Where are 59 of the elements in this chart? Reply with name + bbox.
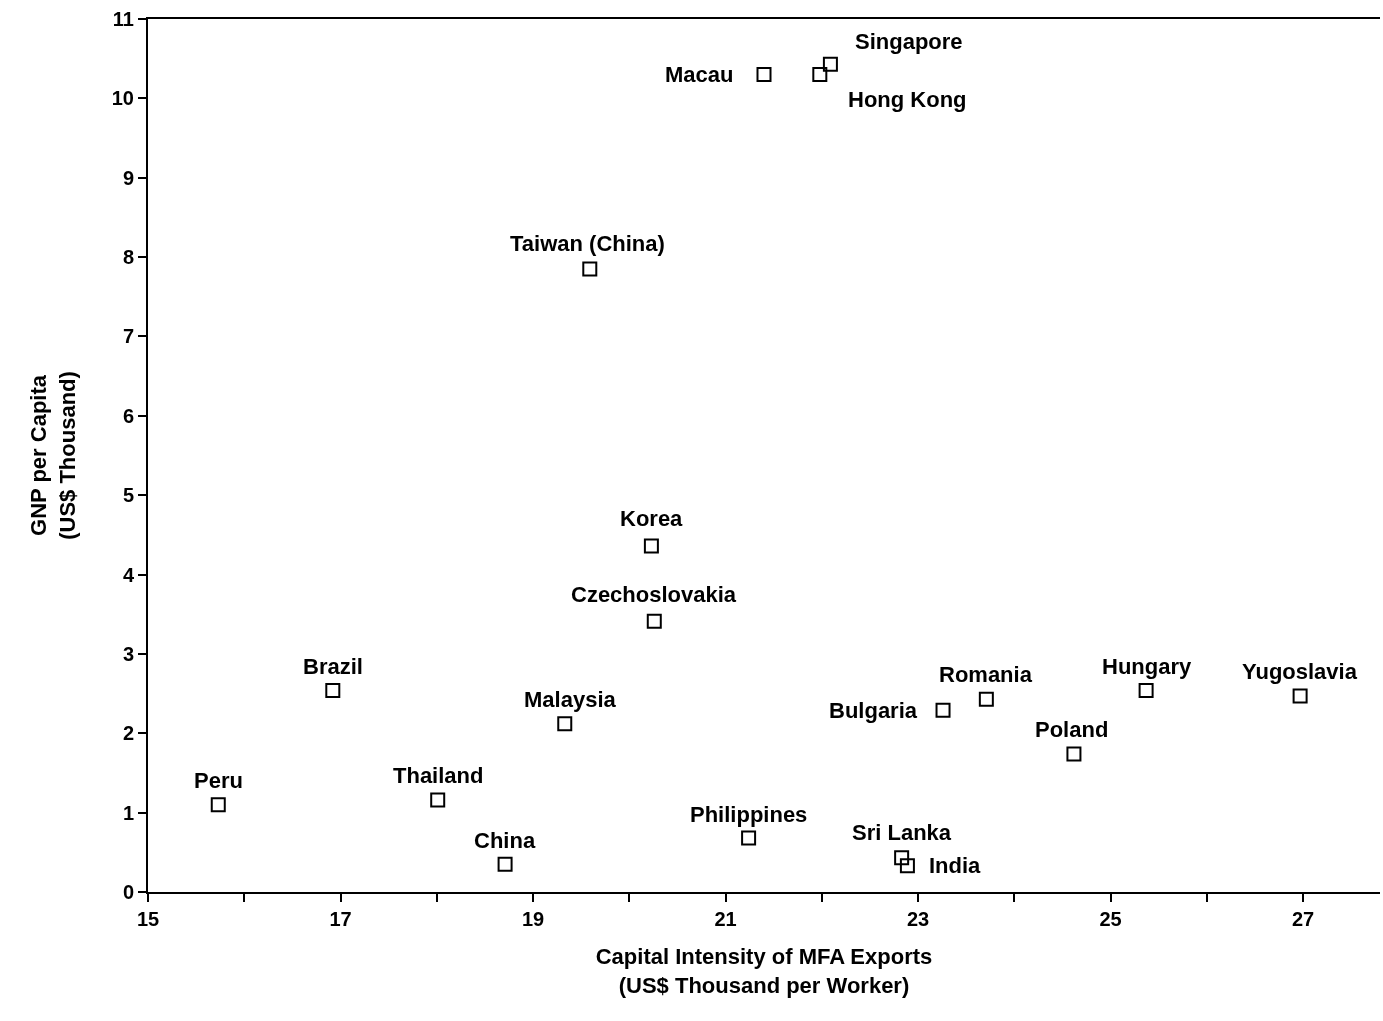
point (325, 682, 341, 698)
annotation: Singapore (855, 29, 963, 54)
annotation: Malaysia (524, 687, 617, 712)
point (1292, 688, 1308, 704)
point (430, 792, 446, 808)
x-tick-label: 23 (906, 908, 930, 930)
point (935, 702, 951, 718)
annotation: Taiwan (China) (510, 231, 665, 256)
point (582, 261, 598, 277)
annotation: China (474, 828, 536, 853)
y-tick-label: 2 (122, 722, 134, 745)
x-tick-label: 17 (329, 908, 352, 930)
x-tick-label: 19 (521, 908, 545, 930)
point (812, 67, 828, 83)
y-tick-label: 9 (122, 166, 134, 189)
y-tick-label: 8 (122, 246, 134, 269)
point (822, 56, 838, 72)
x-tick-label: 25 (1099, 908, 1122, 930)
y-tick-label: 6 (122, 404, 134, 427)
point (646, 613, 662, 629)
point (643, 538, 659, 554)
point (741, 830, 757, 846)
annotation: Sri Lanka (852, 820, 952, 845)
x-axis-title: Capital Intensity of MFA Exports (US$ Thousand per Worker) (595, 944, 933, 998)
x-tick-label: 21 (714, 908, 737, 930)
point (899, 858, 915, 874)
x-tick-label: 15 (136, 908, 160, 930)
annotation: Philippines (690, 802, 808, 827)
annotation: Bulgaria (829, 698, 918, 723)
annotation: Macau (665, 62, 734, 87)
annotation: Hong Kong (848, 87, 967, 112)
y-tick-label: 3 (122, 642, 134, 665)
point (497, 856, 513, 872)
annotation: Brazil (303, 654, 363, 679)
y-tick-label: 7 (122, 325, 134, 348)
y-tick-label: 5 (122, 484, 134, 507)
annotation: Romania (939, 662, 1033, 687)
point (1138, 682, 1154, 698)
point (557, 716, 573, 732)
annotation: Thailand (393, 763, 484, 788)
point (1066, 746, 1082, 762)
point (756, 67, 772, 83)
annotation: Hungary (1102, 654, 1192, 679)
annotation: Peru (194, 768, 243, 793)
point (210, 797, 226, 813)
x-tick-label: 27 (1291, 908, 1315, 930)
annotation: India (929, 853, 982, 878)
annotation: Korea (620, 506, 684, 531)
point (978, 691, 994, 707)
annotation: Poland (1035, 717, 1109, 742)
y-tick-label: 4 (122, 563, 135, 586)
y-tick-label: 11 (112, 8, 134, 30)
point (894, 850, 910, 866)
annotation: Yugoslavia (1242, 659, 1358, 684)
y-tick-label: 1 (122, 801, 134, 824)
y-axis-title: GNP per Capita (US$ Thousand) (26, 371, 81, 540)
y-tick-label: 10 (111, 87, 134, 110)
y-tick-label: 0 (122, 881, 134, 903)
annotation: Czechoslovakia (571, 582, 737, 607)
